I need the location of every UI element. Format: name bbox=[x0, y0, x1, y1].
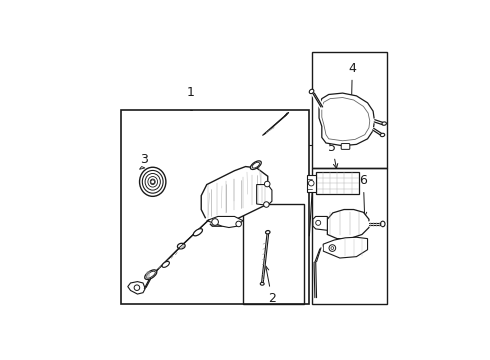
Ellipse shape bbox=[382, 122, 387, 125]
Ellipse shape bbox=[145, 174, 160, 190]
Ellipse shape bbox=[142, 170, 163, 193]
Ellipse shape bbox=[250, 161, 261, 170]
Circle shape bbox=[236, 221, 242, 227]
Ellipse shape bbox=[177, 243, 185, 249]
Ellipse shape bbox=[252, 162, 260, 168]
Polygon shape bbox=[128, 282, 145, 294]
Ellipse shape bbox=[162, 261, 170, 267]
Text: 3: 3 bbox=[141, 153, 152, 180]
Ellipse shape bbox=[381, 221, 385, 227]
Polygon shape bbox=[323, 237, 368, 258]
Circle shape bbox=[264, 202, 269, 207]
Polygon shape bbox=[319, 93, 374, 146]
Ellipse shape bbox=[146, 271, 155, 278]
Text: 6: 6 bbox=[360, 174, 368, 217]
Polygon shape bbox=[307, 175, 316, 192]
Polygon shape bbox=[327, 210, 369, 239]
Bar bbox=[121, 110, 309, 304]
Ellipse shape bbox=[150, 179, 155, 185]
Ellipse shape bbox=[266, 230, 270, 234]
Text: 1: 1 bbox=[186, 86, 194, 99]
Circle shape bbox=[265, 181, 270, 187]
Circle shape bbox=[134, 285, 140, 291]
Polygon shape bbox=[207, 216, 243, 228]
Polygon shape bbox=[316, 172, 359, 194]
Bar bbox=[243, 204, 304, 304]
Ellipse shape bbox=[145, 270, 157, 279]
FancyBboxPatch shape bbox=[341, 144, 350, 149]
Ellipse shape bbox=[140, 167, 166, 196]
Bar bbox=[312, 51, 387, 168]
Polygon shape bbox=[140, 167, 145, 169]
Polygon shape bbox=[201, 167, 268, 226]
Ellipse shape bbox=[260, 283, 264, 285]
Polygon shape bbox=[313, 216, 327, 230]
Text: 5: 5 bbox=[328, 141, 338, 168]
Circle shape bbox=[151, 180, 155, 184]
Circle shape bbox=[309, 180, 314, 186]
Polygon shape bbox=[257, 185, 272, 205]
Ellipse shape bbox=[148, 176, 158, 187]
Ellipse shape bbox=[309, 89, 314, 94]
Circle shape bbox=[316, 220, 320, 225]
Ellipse shape bbox=[380, 133, 385, 137]
Text: 4: 4 bbox=[348, 62, 356, 101]
Circle shape bbox=[212, 219, 219, 225]
Circle shape bbox=[331, 247, 334, 249]
Bar bbox=[312, 168, 387, 304]
Circle shape bbox=[329, 245, 336, 251]
Text: 2: 2 bbox=[265, 266, 276, 305]
Ellipse shape bbox=[194, 229, 202, 236]
